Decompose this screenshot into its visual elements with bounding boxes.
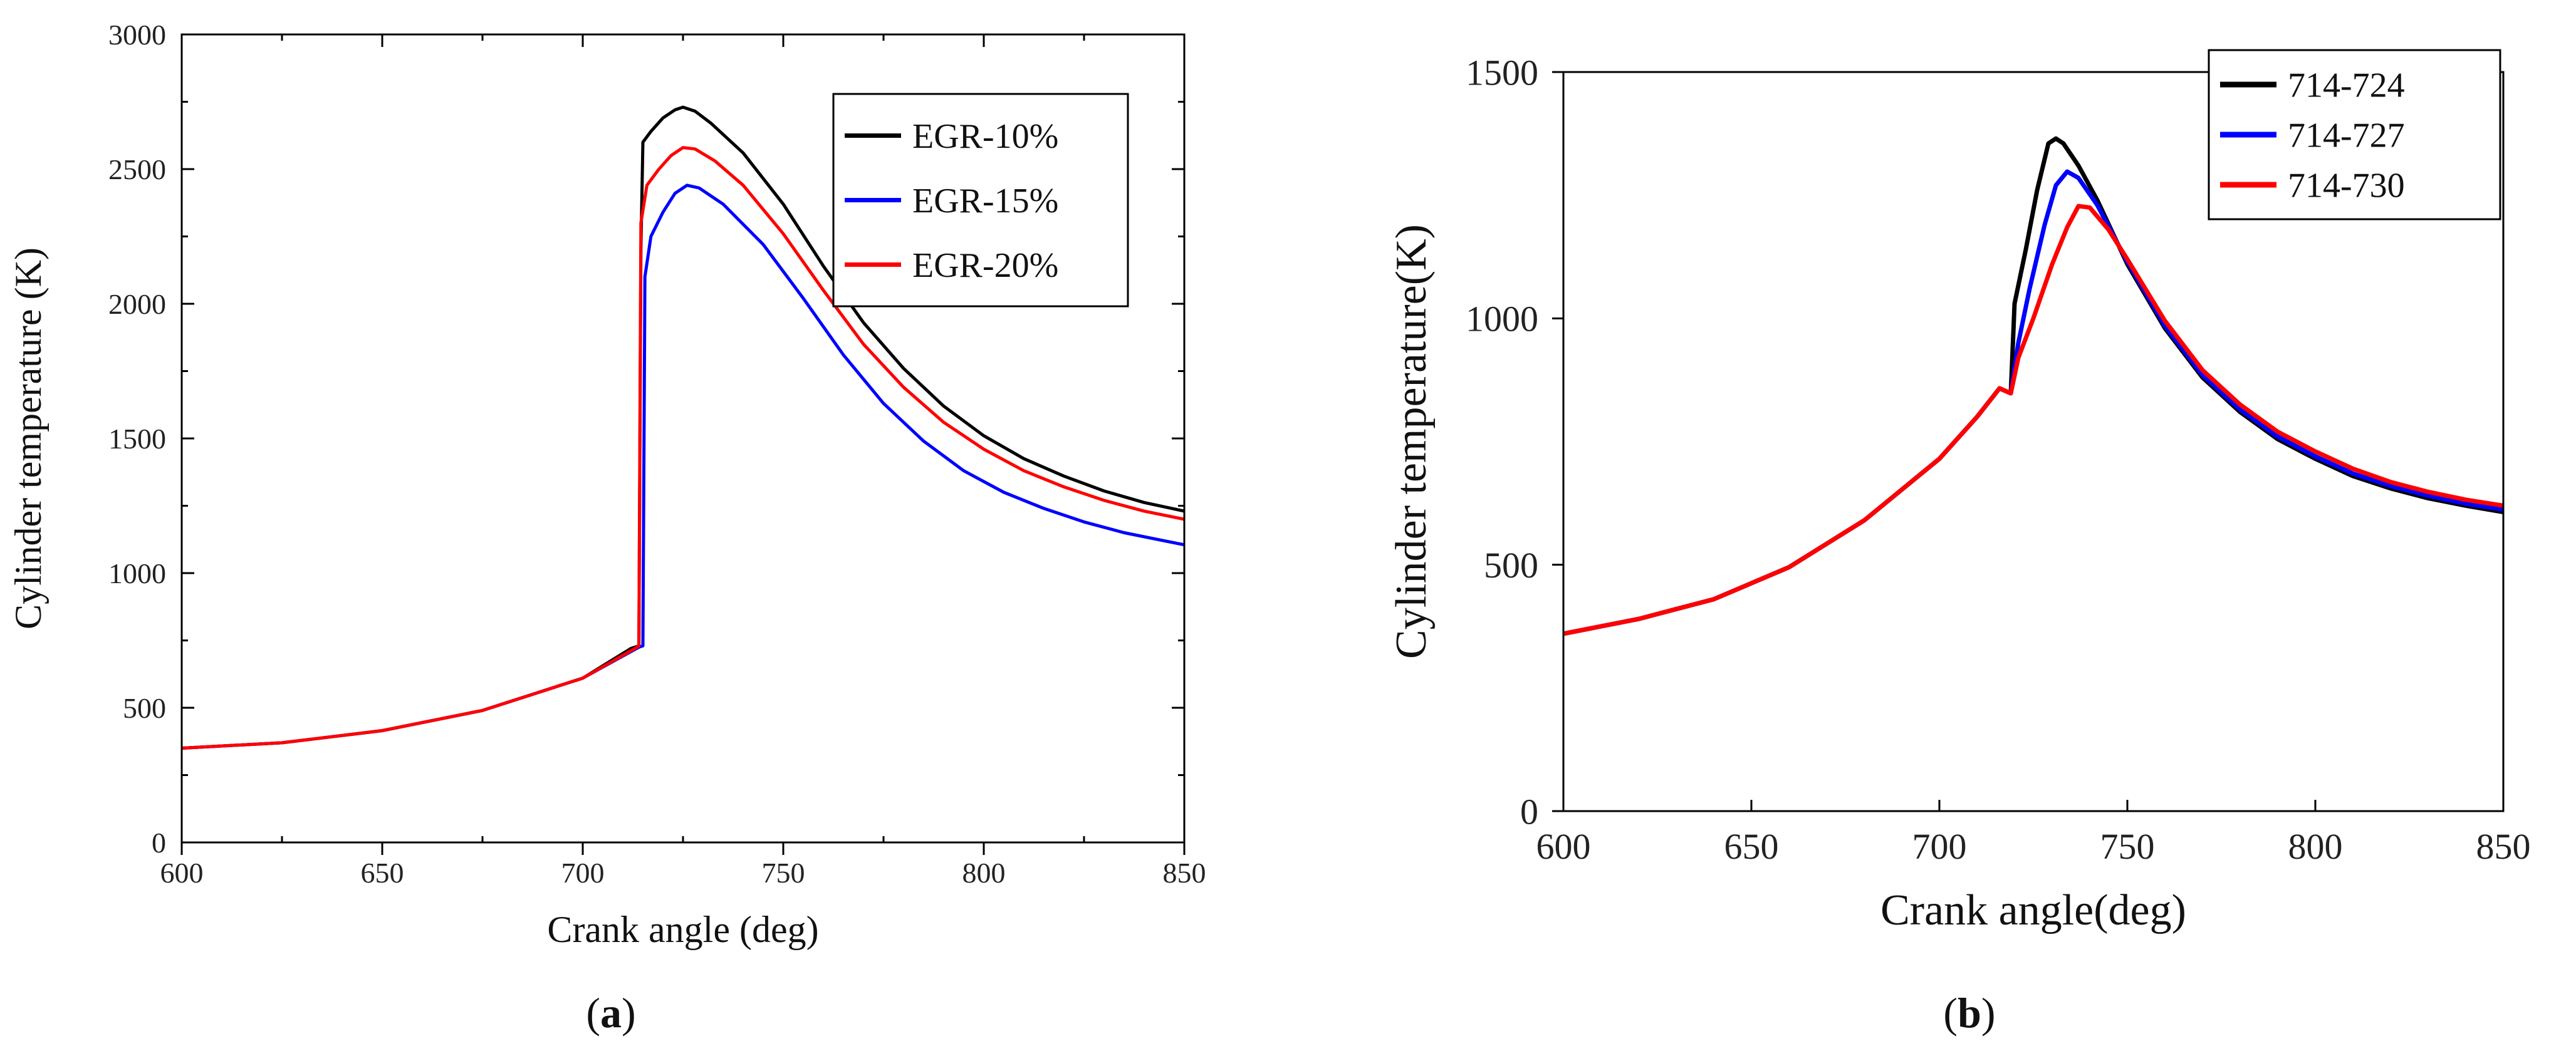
y-tick-label: 1500 [1466, 52, 1538, 93]
x-axis-title: Crank angle(deg) [1880, 886, 2186, 935]
y-tick-label: 1500 [108, 423, 166, 455]
x-tick-label: 800 [2288, 826, 2343, 867]
legend-label: 714-724 [2288, 66, 2405, 105]
x-tick-label: 600 [160, 857, 204, 889]
y-tick-label: 0 [1520, 791, 1538, 832]
x-tick-label: 850 [1163, 857, 1206, 889]
y-tick-label: 2500 [108, 153, 166, 185]
y-tick-label: 3000 [108, 19, 166, 51]
x-tick-label: 650 [361, 857, 404, 889]
panel-caption-b: (b) [1943, 989, 1995, 1037]
y-tick-label: 1000 [1466, 299, 1538, 339]
x-axis-title: Crank angle (deg) [547, 909, 818, 950]
legend-label: 714-730 [2288, 167, 2405, 205]
series-line-714-730 [1563, 204, 2503, 636]
y-axis-title: Cylinder temperature(K) [1387, 224, 1436, 659]
y-tick-label: 2000 [108, 288, 166, 320]
y-tick-label: 0 [152, 827, 166, 859]
chart-a: 600 650 700 750 800 850 0 500 1000 1500 2000 2500 30… [8, 19, 1206, 950]
captions: (a) (b) [586, 989, 1995, 1037]
y-tick-label: 500 [123, 692, 166, 724]
panel-caption-a: (a) [586, 989, 635, 1037]
panel-caption-letter: b [1958, 989, 1981, 1037]
legend-label: 714-727 [2288, 116, 2405, 155]
legend-label: EGR-15% [912, 182, 1058, 220]
x-tick-label: 750 [762, 857, 805, 889]
x-tick-label: 650 [1724, 826, 1779, 867]
x-tick-label: 700 [1912, 826, 1967, 867]
legend-label: EGR-20% [912, 246, 1058, 285]
x-tick-label: 750 [2100, 826, 2155, 867]
x-tick-label: 800 [962, 857, 1006, 889]
plot-frame [1562, 71, 2505, 812]
chart-b: 600 650 700 750 800 850 0 500 1000 1500 Crank angl… [1387, 49, 2531, 935]
legend-label: EGR-10% [912, 117, 1058, 156]
x-tick-label: 850 [2476, 826, 2531, 867]
series-line-EGR-20% [182, 146, 1184, 750]
x-tick-label: 600 [1536, 826, 1591, 867]
y-tick-label: 1000 [108, 557, 166, 589]
panel-caption-letter: a [600, 989, 622, 1037]
x-tick-label: 700 [561, 857, 605, 889]
y-tick-label: 500 [1484, 545, 1538, 586]
y-axis-title: Cylinder temperature (K) [8, 247, 49, 629]
